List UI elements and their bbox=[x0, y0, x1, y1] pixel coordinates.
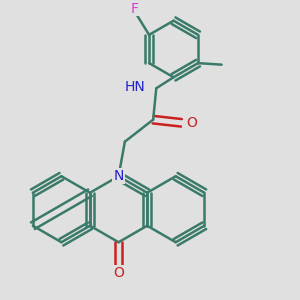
Text: N: N bbox=[113, 169, 124, 183]
Text: O: O bbox=[187, 116, 197, 130]
Text: HN: HN bbox=[124, 80, 145, 94]
Text: F: F bbox=[131, 2, 139, 16]
Text: O: O bbox=[113, 266, 124, 280]
